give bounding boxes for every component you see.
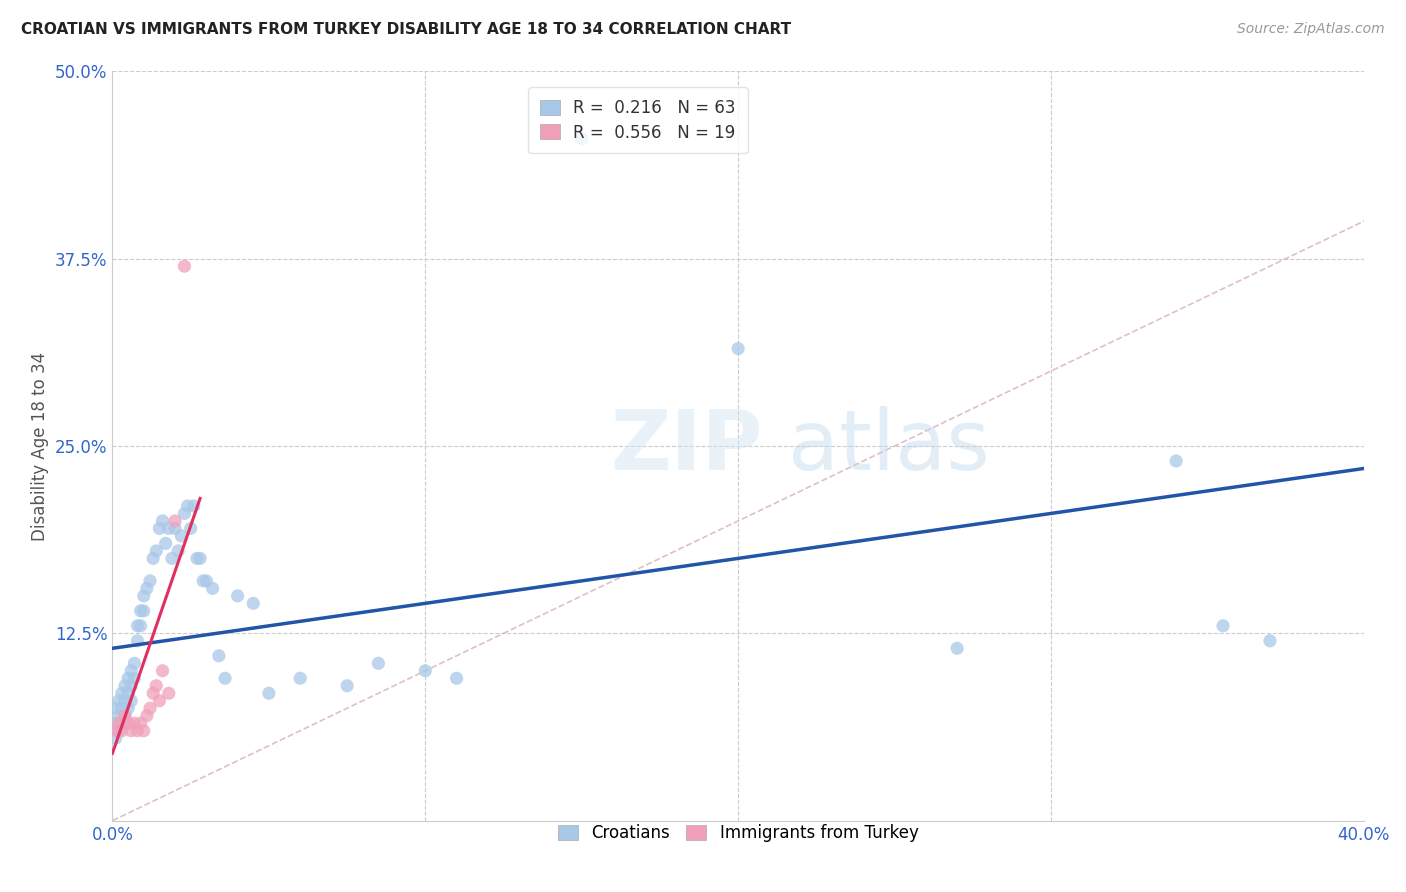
Point — [157, 521, 180, 535]
Point — [193, 574, 215, 588]
Point — [120, 664, 142, 678]
Point — [139, 701, 162, 715]
Legend: Croatians, Immigrants from Turkey: Croatians, Immigrants from Turkey — [546, 813, 931, 854]
Point — [1258, 633, 1281, 648]
Point — [135, 582, 157, 596]
Point — [124, 671, 146, 685]
Point — [946, 641, 969, 656]
Point — [446, 671, 468, 685]
Point — [195, 574, 218, 588]
Point — [1166, 454, 1188, 468]
Text: CROATIAN VS IMMIGRANTS FROM TURKEY DISABILITY AGE 18 TO 34 CORRELATION CHART: CROATIAN VS IMMIGRANTS FROM TURKEY DISAB… — [21, 22, 792, 37]
Point — [114, 708, 136, 723]
Y-axis label: Disability Age 18 to 34: Disability Age 18 to 34 — [31, 351, 49, 541]
Point — [117, 701, 139, 715]
Point — [117, 686, 139, 700]
Point — [129, 716, 152, 731]
Point — [107, 716, 129, 731]
Point — [201, 582, 224, 596]
Point — [107, 694, 129, 708]
Point — [104, 701, 127, 715]
Point — [170, 529, 193, 543]
Point — [160, 551, 183, 566]
Point — [124, 657, 146, 671]
Point — [148, 521, 170, 535]
Point — [226, 589, 249, 603]
Point — [120, 694, 142, 708]
Point — [107, 708, 129, 723]
Text: Source: ZipAtlas.com: Source: ZipAtlas.com — [1237, 22, 1385, 37]
Point — [142, 686, 165, 700]
Point — [183, 499, 205, 513]
Point — [107, 723, 129, 738]
Point — [180, 521, 202, 535]
Point — [117, 671, 139, 685]
Point — [208, 648, 231, 663]
Point — [127, 633, 149, 648]
Point — [132, 604, 155, 618]
Point — [129, 619, 152, 633]
Point — [104, 723, 127, 738]
Point — [242, 596, 264, 610]
Point — [114, 708, 136, 723]
Point — [117, 716, 139, 731]
Point — [415, 664, 437, 678]
Point — [173, 507, 195, 521]
Point — [111, 723, 134, 738]
Point — [127, 723, 149, 738]
Point — [152, 514, 174, 528]
Point — [114, 694, 136, 708]
Point — [129, 604, 152, 618]
Point — [104, 731, 127, 746]
Point — [290, 671, 312, 685]
Point — [139, 574, 162, 588]
Point — [127, 619, 149, 633]
Point — [163, 521, 186, 535]
Point — [173, 259, 195, 273]
Point — [571, 132, 593, 146]
Point — [157, 686, 180, 700]
Point — [142, 551, 165, 566]
Point — [1212, 619, 1234, 633]
Point — [145, 679, 167, 693]
Point — [120, 723, 142, 738]
Text: ZIP: ZIP — [610, 406, 763, 486]
Point — [120, 679, 142, 693]
Point — [257, 686, 280, 700]
Point — [186, 551, 208, 566]
Point — [111, 716, 134, 731]
Point — [111, 686, 134, 700]
Point — [148, 694, 170, 708]
Point — [155, 536, 177, 550]
Point — [135, 708, 157, 723]
Point — [124, 716, 146, 731]
Point — [111, 701, 134, 715]
Text: atlas: atlas — [789, 406, 990, 486]
Point — [367, 657, 389, 671]
Point — [132, 723, 155, 738]
Point — [214, 671, 236, 685]
Point — [176, 499, 198, 513]
Point — [336, 679, 359, 693]
Point — [132, 589, 155, 603]
Point — [188, 551, 211, 566]
Point — [114, 679, 136, 693]
Point — [145, 544, 167, 558]
Point — [727, 342, 749, 356]
Point — [163, 514, 186, 528]
Point — [152, 664, 174, 678]
Point — [167, 544, 190, 558]
Point — [104, 716, 127, 731]
